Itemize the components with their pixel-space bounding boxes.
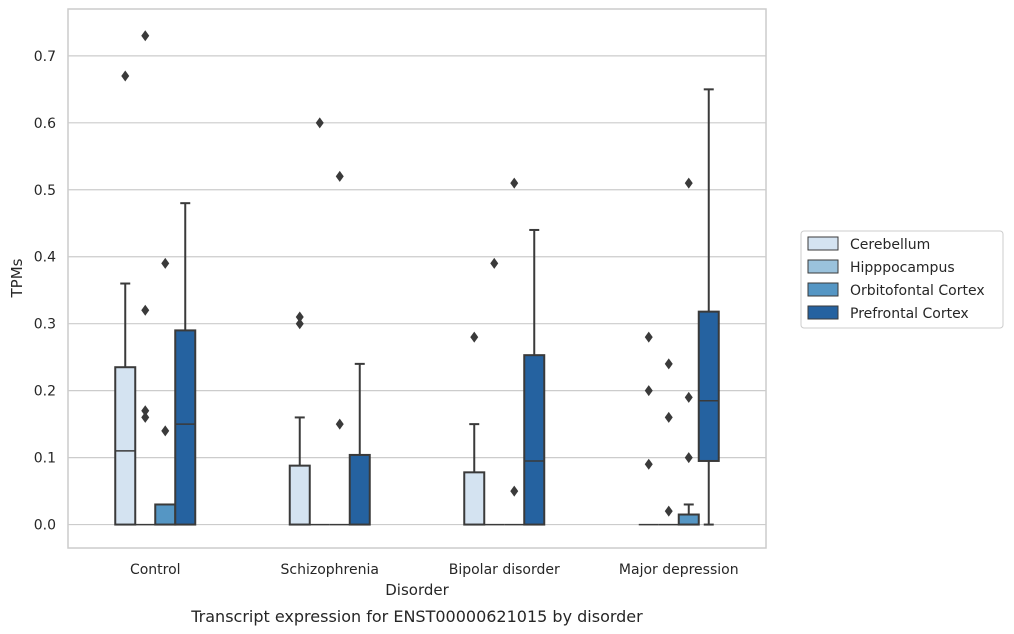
box-0-2 [154,257,177,526]
outlier-point [664,358,673,370]
x-tick-label: Control [130,562,181,578]
box-body [154,503,177,526]
x-tick-labels: Control Schizophrenia Bipolar disorder Majo… [130,562,739,578]
box-body [174,329,197,526]
legend-label: Prefrontal Cortex [850,306,969,322]
outlier-point [644,385,653,397]
outlier-point [141,405,150,417]
legend-label: Cerebellum [850,237,930,253]
outlier-point [141,304,150,316]
y-tick-label: 0.2 [34,384,56,400]
outlier-point [644,458,653,470]
box-body [348,453,371,526]
x-tick-label: Bipolar disorder [449,562,560,578]
outlier-point [684,452,693,464]
box-2-2 [504,177,525,526]
box-body [697,310,720,462]
outlier-point [644,331,653,343]
box-1-2 [329,170,350,526]
box-body [114,366,137,526]
box-body [463,471,486,526]
box-3-2 [677,177,700,526]
x-tick-label: Major depression [619,562,739,578]
outlier-point [161,257,170,269]
outlier-point [510,485,519,497]
legend-swatch [807,236,839,251]
legend-label: Hipppocampus [850,260,955,276]
box-plot-marks [114,30,720,526]
legend-swatch [807,259,839,274]
outlier-point [141,411,150,423]
legend-frame [800,230,1004,329]
figure-caption: Transcript expression for ENST0000062101… [190,607,643,626]
box-0-1 [135,30,156,526]
x-tick-label: Schizophrenia [281,562,379,578]
grid-lines [68,55,766,526]
box-1-0 [288,311,311,526]
outlier-point [664,505,673,517]
y-tick-label: 0.6 [34,116,56,132]
outlier-point [295,311,304,323]
outlier-point [510,177,519,189]
y-tick-label: 0.3 [34,317,56,333]
box-2-1 [484,257,505,526]
box-body [288,464,311,526]
y-tick-label: 0.4 [34,250,56,266]
box-2-3 [523,228,546,526]
y-axis-title: TPMs [8,258,26,298]
y-tick-label: 0.1 [34,451,56,467]
outlier-point [684,391,693,403]
y-tick-label: 0.5 [34,183,56,199]
box-1-3 [348,362,371,526]
outlier-point [161,425,170,437]
box-3-3 [697,88,720,526]
box-2-0 [463,331,486,526]
box-3-0 [638,331,659,526]
outlier-point [295,318,304,330]
outlier-point [335,418,344,430]
outlier-point [684,177,693,189]
y-tick-labels: 0.0 0.1 0.2 0.3 0.4 0.5 0.6 0.7 [34,49,56,534]
x-axis-title: Disorder [385,581,449,599]
outlier-point [315,117,324,129]
box-0-3 [174,202,197,526]
box-0-0 [114,70,137,526]
box-body [677,513,700,526]
legend: Cerebellum Hipppocampus Orbitofontal Corte… [800,230,1004,329]
outlier-point [141,30,150,42]
outlier-point [121,70,130,82]
box-body [523,354,546,526]
legend-swatch [807,305,839,320]
outlier-point [335,170,344,182]
outlier-point [470,331,479,343]
plot-area-frame [67,8,767,549]
y-tick-label: 0.7 [34,49,56,65]
box-3-1 [658,358,679,526]
outlier-point [664,411,673,423]
y-tick-label: 0.0 [34,518,56,534]
box-1-1 [309,117,330,526]
legend-label: Orbitofontal Cortex [850,283,985,299]
legend-swatch [807,282,839,297]
outlier-point [490,257,499,269]
